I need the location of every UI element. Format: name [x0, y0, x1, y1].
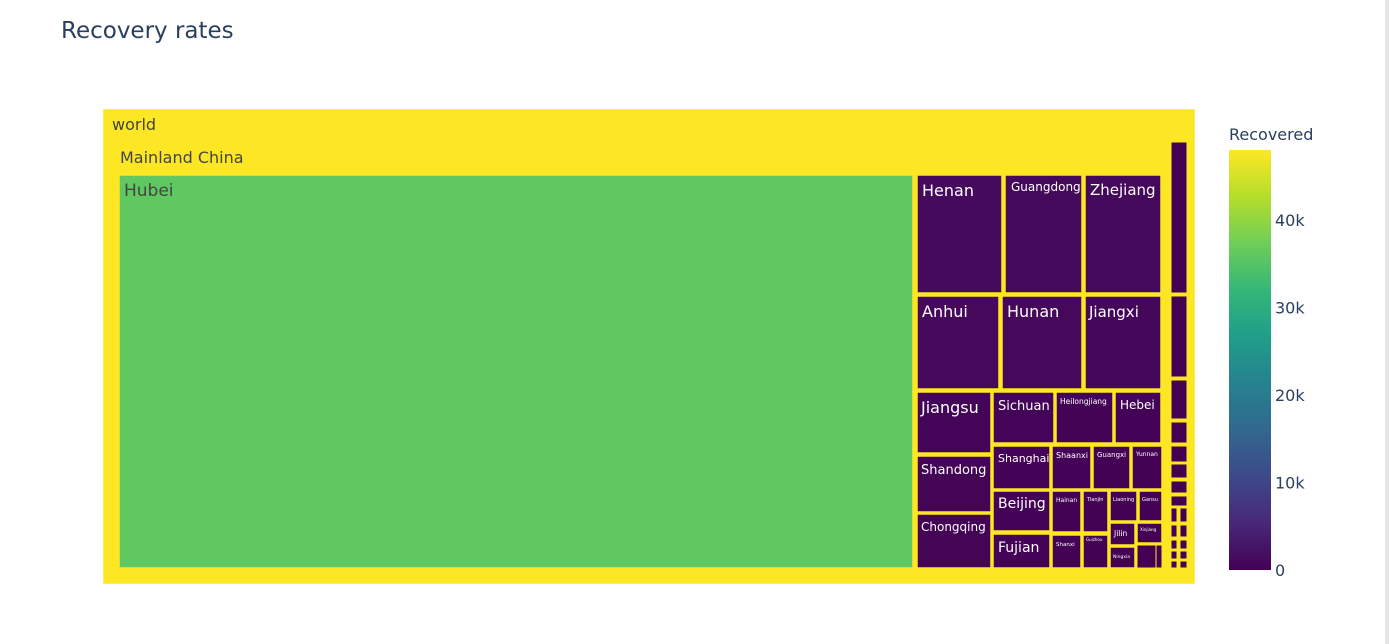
small-tile[interactable]	[1155, 544, 1163, 569]
tile-shandong[interactable]	[916, 455, 992, 513]
tile-label-hebei: Hebei	[1120, 398, 1155, 412]
tile-label-guangxi: Guangxi	[1097, 451, 1126, 459]
tile-xinjiang[interactable]	[1136, 522, 1163, 544]
tile-chongqing[interactable]	[916, 513, 992, 569]
colorbar-tick-label: 0	[1275, 561, 1285, 580]
tile-shanxi[interactable]	[1051, 534, 1082, 569]
scrollbar[interactable]	[1385, 0, 1389, 644]
small-tile[interactable]	[1170, 463, 1188, 479]
small-tile[interactable]	[1170, 445, 1188, 463]
tile-yunnan[interactable]	[1131, 445, 1163, 490]
tile-guangxi[interactable]	[1092, 445, 1131, 490]
tile-label-tianjin: Tianjin	[1086, 497, 1103, 503]
tile-label-hainan: Hainan	[1056, 497, 1077, 504]
tile-label-chongqing: Chongqing	[921, 520, 986, 534]
tile-guizhou[interactable]	[1082, 534, 1109, 569]
tile-label-world: world	[112, 115, 156, 134]
tile-guangdong[interactable]	[1004, 174, 1083, 294]
small-tile[interactable]	[1179, 507, 1188, 523]
tile-anhui[interactable]	[916, 295, 1000, 390]
tile-shaanxi[interactable]	[1051, 445, 1092, 490]
tile-label-heilongjiang: Heilongjiang	[1060, 397, 1107, 406]
tile-jiangxi[interactable]	[1084, 295, 1162, 390]
tile-label-ningxia: Ningxia	[1113, 554, 1130, 560]
tile-label-shandong: Shandong	[921, 463, 986, 478]
tile-label-beijing: Beijing	[998, 496, 1046, 512]
tile-label-sichuan: Sichuan	[998, 399, 1050, 414]
tile-label-shanghai: Shanghai	[998, 452, 1049, 465]
small-tile[interactable]	[1170, 560, 1178, 569]
colorbar	[1229, 150, 1271, 570]
small-tile[interactable]	[1170, 539, 1178, 550]
tile-label-liaoning: Liaoning	[1113, 497, 1134, 503]
tile-label-shaanxi: Shaanxi	[1056, 451, 1088, 460]
tile-label-hubei: Hubei	[124, 181, 174, 201]
tile-hubei[interactable]	[118, 174, 914, 569]
tile-label-anhui: Anhui	[922, 302, 968, 321]
tile-hainan[interactable]	[1051, 490, 1082, 533]
colorbar-tick-label: 10k	[1275, 474, 1305, 493]
small-tile[interactable]	[1170, 495, 1188, 507]
tile-shanghai[interactable]	[992, 445, 1051, 490]
small-tile[interactable]	[1170, 295, 1188, 378]
small-tile[interactable]	[1170, 524, 1178, 538]
tile-jiangsu[interactable]	[916, 391, 992, 454]
tile-label-yunnan: Yunnan	[1135, 451, 1158, 458]
tile-label-zhejiang: Zhejiang	[1090, 181, 1156, 199]
colorbar-tick-label: 30k	[1275, 299, 1305, 318]
small-tile[interactable]	[1170, 141, 1188, 294]
tile-label-fujian: Fujian	[998, 540, 1039, 556]
tile-zhejiang[interactable]	[1084, 174, 1162, 294]
tile-label-guizhou: Guizhou	[1086, 537, 1103, 542]
tile-gansu[interactable]	[1138, 490, 1163, 522]
tile-label-henan: Henan	[922, 181, 974, 200]
small-tile[interactable]	[1170, 379, 1188, 420]
colorbar-tick-label: 40k	[1275, 211, 1305, 230]
tile-henan[interactable]	[916, 174, 1003, 294]
tile-label-shanxi: Shanxi	[1056, 542, 1075, 548]
tile-label-jiangxi: Jiangxi	[1088, 303, 1139, 321]
tile-beijing[interactable]	[992, 490, 1051, 532]
tile-heilongjiang[interactable]	[1055, 391, 1114, 444]
tile-fujian[interactable]	[992, 533, 1051, 569]
small-tile[interactable]	[1179, 560, 1188, 569]
tile-label-guangdong: Guangdong	[1011, 180, 1081, 194]
small-tile[interactable]	[1179, 539, 1188, 550]
tile-ningxia[interactable]	[1109, 546, 1136, 569]
tile-label-mainland-china: Mainland China	[120, 148, 244, 167]
small-tile[interactable]	[1170, 507, 1178, 523]
small-tile[interactable]	[1170, 421, 1188, 444]
tile-label-xinjiang: Xinjiang	[1140, 527, 1157, 532]
colorbar-tick-label: 20k	[1275, 386, 1305, 405]
small-tile[interactable]	[1179, 550, 1188, 560]
small-tile[interactable]	[1170, 550, 1178, 560]
tile-label-gansu: Gansu	[1142, 497, 1158, 503]
tile-label-jilin: Jilin	[1113, 529, 1127, 538]
small-tile[interactable]	[1179, 524, 1188, 538]
tile-label-hunan: Hunan	[1007, 302, 1059, 321]
chart-title: Recovery rates	[61, 18, 234, 44]
tile-jilin[interactable]	[1109, 522, 1136, 546]
tile-tianjin[interactable]	[1082, 490, 1109, 533]
tile-liaoning[interactable]	[1109, 490, 1138, 522]
tile-hunan[interactable]	[1001, 295, 1083, 390]
colorbar-title: Recovered	[1229, 125, 1313, 144]
tile-hebei[interactable]	[1114, 391, 1162, 444]
tile-label-jiangsu: Jiangsu	[920, 398, 979, 417]
small-tile[interactable]	[1170, 480, 1188, 494]
tile-sichuan[interactable]	[992, 391, 1055, 444]
